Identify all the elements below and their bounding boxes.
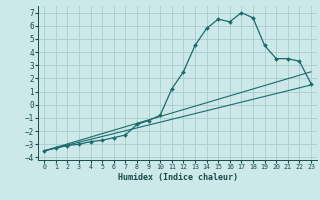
X-axis label: Humidex (Indice chaleur): Humidex (Indice chaleur) bbox=[118, 173, 238, 182]
